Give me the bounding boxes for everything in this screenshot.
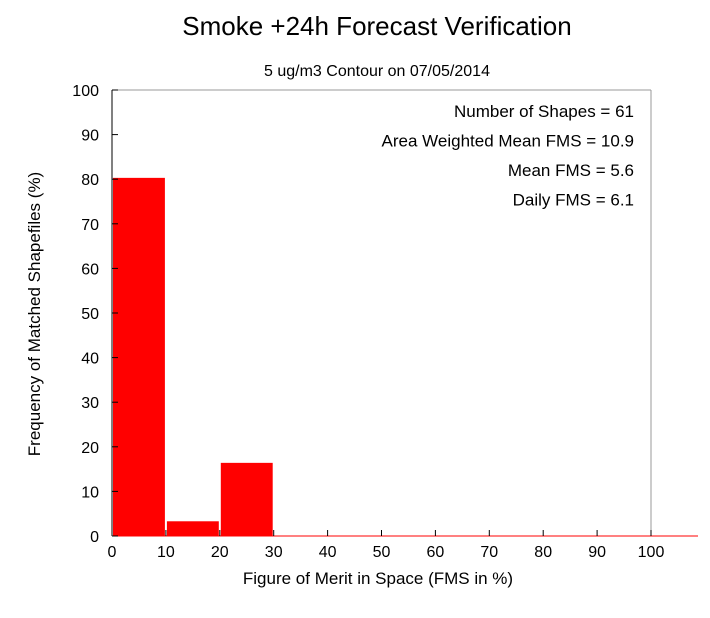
x-tick-label-50: 50 [373, 544, 391, 561]
y-tick-label-80: 80 [81, 172, 99, 189]
plot-frame [111, 89, 652, 536]
y-tick-label-30: 30 [81, 395, 99, 412]
x-tick-label-0: 0 [108, 544, 117, 561]
bars-layer [112, 177, 698, 537]
histogram-bar-1 [166, 521, 219, 536]
y-tick-label-50: 50 [81, 306, 99, 323]
y-tick-label-40: 40 [81, 351, 99, 368]
stat-annotation-2: Mean FMS = 5.6 [508, 161, 634, 180]
y-tick-label-90: 90 [81, 128, 99, 145]
x-axis-ticks: 0 10 20 30 40 50 60 70 80 90 100 [108, 530, 665, 561]
x-tick-label-90: 90 [588, 544, 606, 561]
y-tick-label-100: 100 [72, 83, 99, 100]
y-tick-label-10: 10 [81, 484, 99, 501]
y-tick-label-60: 60 [81, 261, 99, 278]
histogram-bar-0 [113, 177, 165, 536]
y-tick-label-0: 0 [90, 529, 99, 546]
y-tick-label-20: 20 [81, 440, 99, 457]
x-tick-label-80: 80 [534, 544, 552, 561]
stats-annotations: Number of Shapes = 61 Area Weighted Mean … [382, 102, 634, 210]
chart-title: Smoke +24h Forecast Verification [182, 11, 571, 41]
x-tick-label-10: 10 [157, 544, 175, 561]
stat-annotation-3: Daily FMS = 6.1 [513, 191, 634, 210]
x-tick-label-60: 60 [427, 544, 445, 561]
y-axis-ticks: 0 10 20 30 40 50 60 70 80 90 100 [72, 83, 118, 546]
x-tick-label-40: 40 [319, 544, 337, 561]
histogram-bar-2 [220, 462, 273, 536]
x-tick-label-70: 70 [480, 544, 498, 561]
x-tick-label-30: 30 [265, 544, 283, 561]
stat-annotation-0: Number of Shapes = 61 [454, 102, 634, 121]
y-tick-label-70: 70 [81, 217, 99, 234]
chart-subtitle: 5 ug/m3 Contour on 07/05/2014 [264, 63, 490, 80]
x-tick-label-100: 100 [638, 544, 665, 561]
stat-annotation-1: Area Weighted Mean FMS = 10.9 [382, 132, 634, 151]
x-tick-label-20: 20 [211, 544, 229, 561]
x-axis-label: Figure of Merit in Space (FMS in %) [243, 569, 513, 588]
y-axis-label: Frequency of Matched Shapefiles (%) [25, 172, 44, 456]
